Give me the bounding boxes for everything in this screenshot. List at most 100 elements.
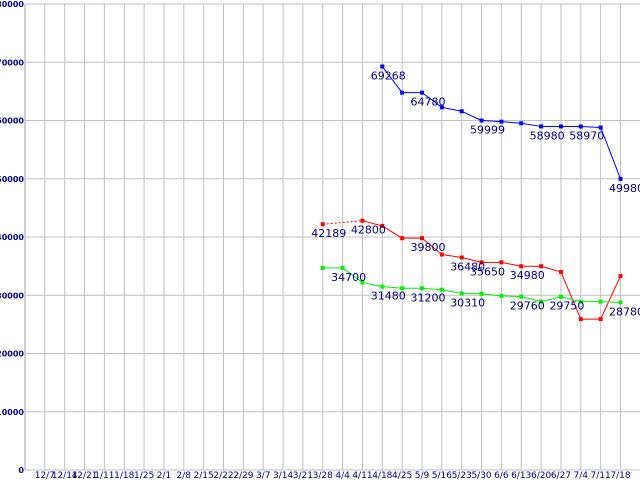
blue-line-segment bbox=[461, 110, 482, 121]
series-layer bbox=[320, 64, 623, 322]
green-line-segment bbox=[501, 295, 522, 298]
red-line-segment bbox=[441, 253, 462, 258]
blue-data-label: 49980 bbox=[609, 182, 640, 195]
green-line-segment bbox=[540, 296, 562, 303]
blue-data-label: 58970 bbox=[569, 129, 604, 142]
red-line-segment bbox=[322, 220, 363, 225]
y-tick-label: 30000 bbox=[0, 291, 24, 300]
blue-line-segment bbox=[441, 106, 462, 112]
green-data-point bbox=[420, 286, 424, 291]
x-tick-label: 3/7 bbox=[256, 471, 270, 480]
red-data-point bbox=[380, 223, 385, 228]
x-tick-label: 12/14 bbox=[52, 471, 78, 480]
x-tick-label: 4/11 bbox=[352, 471, 372, 480]
green-line-segment bbox=[421, 287, 442, 291]
y-tick-label: 70000 bbox=[0, 58, 24, 67]
green-data-point bbox=[479, 291, 484, 296]
green-data-point bbox=[618, 300, 623, 305]
green-data-point bbox=[400, 286, 405, 291]
green-line-segment bbox=[362, 281, 383, 288]
green-data-point bbox=[380, 284, 385, 289]
red-data-label: 42189 bbox=[311, 227, 346, 240]
red-line-segment bbox=[421, 237, 443, 255]
red-line-segment bbox=[540, 265, 562, 273]
green-data-point bbox=[598, 299, 603, 304]
x-tick-label: 2/8 bbox=[177, 471, 192, 480]
x-tick-label: 6/6 bbox=[494, 471, 509, 480]
x-tick-label: 1/18 bbox=[114, 471, 134, 480]
red-data-point bbox=[420, 236, 424, 241]
blue-data-label: 69268 bbox=[371, 70, 406, 83]
blue-line-segment bbox=[501, 121, 522, 124]
blue-line-segment bbox=[481, 120, 502, 123]
x-tick-label: 3/21 bbox=[293, 471, 313, 480]
x-tick-label: 5/23 bbox=[452, 471, 472, 480]
green-data-point bbox=[340, 265, 345, 270]
green-data-point bbox=[539, 299, 544, 304]
red-data-point bbox=[320, 222, 325, 227]
red-data-label: 36480 bbox=[450, 261, 485, 274]
green-line-segment bbox=[441, 289, 462, 294]
green-data-point bbox=[558, 294, 563, 299]
blue-data-label: 58980 bbox=[530, 129, 565, 142]
green-data-point bbox=[459, 291, 464, 296]
x-tick-label: 4/18 bbox=[372, 471, 392, 480]
y-tick-label: 80000 bbox=[0, 0, 24, 9]
red-data-point bbox=[499, 260, 504, 265]
y-tick-label: 60000 bbox=[0, 117, 24, 126]
blue-data-point bbox=[380, 64, 385, 69]
green-data-point bbox=[360, 280, 365, 285]
green-data-point bbox=[320, 265, 325, 270]
red-data-point bbox=[578, 317, 583, 322]
green-line-segment bbox=[342, 267, 363, 283]
green-line-segment bbox=[560, 296, 581, 303]
green-line-segment bbox=[382, 286, 403, 289]
blue-data-point bbox=[598, 125, 603, 130]
x-tick-label: 4/4 bbox=[335, 471, 350, 480]
red-data-point bbox=[439, 252, 444, 257]
x-tick-label: 6/20 bbox=[531, 471, 551, 480]
x-tick-label: 5/9 bbox=[415, 471, 430, 480]
blue-data-point bbox=[539, 124, 544, 129]
x-tick-label: 6/27 bbox=[551, 471, 571, 480]
green-data-label: 34700 bbox=[331, 271, 366, 284]
red-line-segment bbox=[600, 275, 621, 320]
x-tick-label: 1/11 bbox=[94, 471, 114, 480]
blue-line-segment bbox=[421, 92, 443, 108]
blue-data-point bbox=[439, 105, 444, 110]
x-tick-label: 7/4 bbox=[574, 471, 589, 480]
red-data-label: 39800 bbox=[411, 241, 446, 254]
green-data-point bbox=[499, 293, 504, 298]
blue-data-point bbox=[420, 90, 424, 95]
green-data-label: 29750 bbox=[549, 300, 584, 313]
x-tick-label: 4/25 bbox=[392, 471, 412, 480]
red-data-point bbox=[360, 218, 365, 223]
blue-line-segment bbox=[381, 66, 403, 93]
blue-data-point bbox=[519, 121, 524, 126]
green-data-label: 31200 bbox=[411, 291, 446, 304]
x-tick-label: 3/14 bbox=[273, 471, 293, 480]
green-data-point bbox=[439, 287, 444, 292]
red-data-point bbox=[618, 274, 623, 279]
green-data-label: 30310 bbox=[450, 296, 485, 309]
green-line-segment bbox=[481, 293, 502, 297]
blue-line-segment bbox=[580, 126, 601, 128]
y-tick-label: 0 bbox=[18, 466, 24, 475]
red-data-point bbox=[539, 264, 544, 269]
y-tick-label: 10000 bbox=[0, 408, 24, 417]
blue-data-point bbox=[618, 176, 623, 181]
x-tick-label: 7/11 bbox=[591, 471, 611, 480]
red-line-segment bbox=[461, 257, 482, 263]
blue-data-label: 59999 bbox=[470, 124, 505, 137]
y-tick-label: 50000 bbox=[0, 175, 24, 184]
green-data-point bbox=[519, 294, 524, 299]
green-data-point bbox=[578, 299, 583, 304]
red-data-point bbox=[400, 236, 405, 241]
red-data-label: 42800 bbox=[351, 224, 386, 237]
blue-line-segment bbox=[521, 122, 542, 127]
green-data-label: 28780 bbox=[609, 305, 640, 318]
y-axis-ticks: 0 10000 20000 30000 40000 50000 60000 70000 8000… bbox=[0, 0, 24, 475]
